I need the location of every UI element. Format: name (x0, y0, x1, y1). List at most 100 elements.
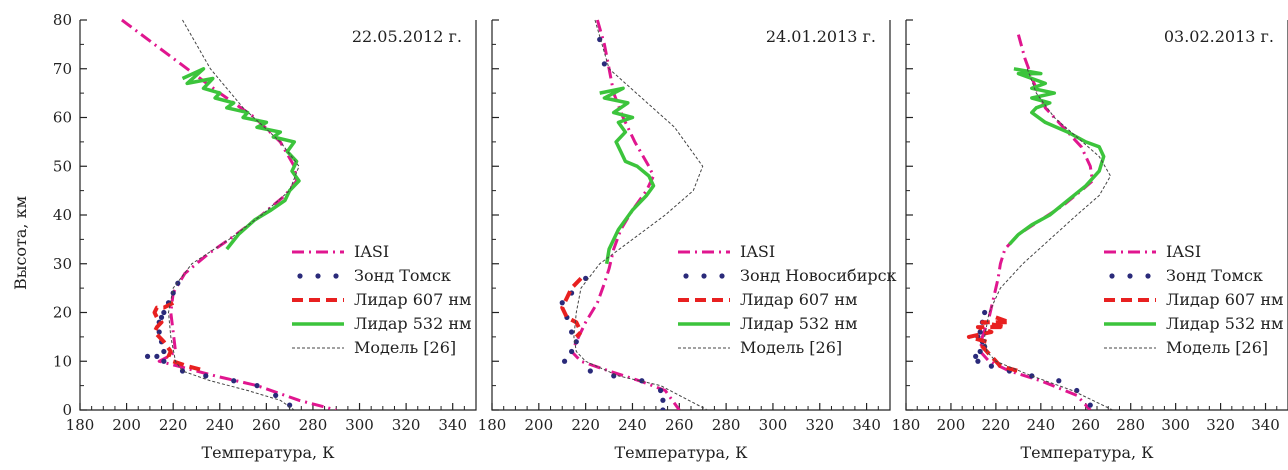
x-tick-label: 180 (892, 416, 921, 434)
legend-label: Лидар 532 нм (354, 314, 471, 333)
legend-label: Лидар 607 нм (1166, 290, 1283, 309)
legend-label: IASI (354, 242, 389, 261)
x-tick-label: 340 (852, 416, 881, 434)
data-point (569, 348, 575, 355)
x-tick-label: 180 (478, 416, 507, 434)
data-point (1029, 373, 1035, 379)
y-tick-label: 50 (53, 157, 72, 175)
legend-label: Зонд Томск (1166, 266, 1263, 285)
y-axis-title: Высота, км (11, 196, 30, 290)
series-line-dashed (560, 277, 583, 339)
legend-swatch (315, 273, 321, 279)
legend-label: Лидар 607 нм (354, 290, 471, 309)
series-line-dotted-thin (168, 19, 300, 410)
data-point (660, 407, 666, 410)
y-tick-label: 40 (53, 206, 72, 224)
legend-label: Зонд Томск (354, 266, 451, 285)
series-line-dashed (966, 315, 1019, 373)
legend-label: Модель [26] (1166, 338, 1268, 357)
data-point (1087, 402, 1093, 408)
data-point (161, 309, 167, 316)
x-tick-label: 200 (525, 416, 554, 434)
legend-label: Модель [26] (354, 338, 456, 357)
x-tick-label: 260 (1071, 416, 1100, 434)
data-point (154, 353, 160, 359)
data-point (254, 383, 260, 389)
chart-panel-1: 180 200 220 240 260 280 300 320 340 0 10 20 30 40 50 60… (53, 11, 477, 462)
panel-date-title: 24.01.2013 г. (766, 27, 876, 46)
data-point (1056, 378, 1062, 384)
x-tick-label: 300 (1161, 416, 1190, 434)
panel-date-title: 22.05.2012 г. (352, 27, 462, 46)
legend: IASI Зонд Новосибирск Лидар 607 нм Лидар 53… (678, 242, 897, 357)
legend-swatch (1109, 273, 1115, 279)
x-tick-label: 200 (112, 416, 141, 434)
legend-swatch (1145, 273, 1151, 279)
series-line-dashed (152, 301, 207, 373)
x-tick-label: 240 (205, 416, 234, 434)
y-tick-label: 20 (53, 304, 72, 322)
legend-label: Лидар 532 нм (740, 314, 857, 333)
legend: IASI Зонд Томск Лидар 607 нм Лидар 532 нм Мо… (292, 242, 471, 357)
x-tick-label: 260 (252, 416, 281, 434)
legend-swatch (719, 273, 725, 279)
chart-panel-2: 180 200 220 240 260 280 300 320 340 Температура, … (478, 19, 897, 462)
legend: IASI Зонд Томск Лидар 607 нм Лидар 532 нм Мо… (1104, 242, 1283, 357)
data-point (587, 368, 593, 374)
data-point (982, 309, 988, 316)
x-axis-title: Температура, К (614, 443, 748, 462)
legend-label: Зонд Новосибирск (740, 266, 897, 285)
legend-label: IASI (1166, 242, 1201, 261)
legend-label: Лидар 607 нм (740, 290, 857, 309)
legend-swatch (683, 273, 689, 279)
legend-swatch (297, 273, 303, 279)
x-tick-label: 300 (345, 416, 374, 434)
data-point (156, 329, 162, 335)
y-tick-label: 30 (53, 255, 72, 273)
x-tick-label: 280 (712, 416, 741, 434)
data-point (170, 290, 176, 296)
x-tick-label: 320 (1206, 416, 1235, 434)
x-tick-label: 220 (571, 416, 600, 434)
y-tick-label: 70 (53, 60, 72, 78)
panel-date-title: 03.02.2013 г. (1164, 27, 1274, 46)
data-point (231, 378, 237, 384)
series-line-dashdot (570, 19, 681, 410)
data-point (273, 392, 279, 398)
data-point (559, 300, 565, 306)
legend-swatch (333, 273, 339, 279)
y-tick-label: 60 (53, 109, 72, 127)
x-tick-label: 280 (1116, 416, 1145, 434)
data-point (973, 353, 979, 359)
y-tick-label: 80 (53, 11, 72, 29)
x-tick-label: 320 (805, 416, 834, 434)
x-tick-label: 220 (982, 416, 1011, 434)
x-tick-label: 240 (1027, 416, 1056, 434)
data-point (569, 329, 575, 335)
legend-swatch (701, 273, 707, 279)
x-tick-label: 280 (299, 416, 328, 434)
x-tick-label: 260 (665, 416, 694, 434)
x-tick-label: 200 (937, 416, 966, 434)
x-axis-title: Температура, К (201, 443, 335, 462)
y-tick-label: 0 (62, 401, 72, 419)
data-point (977, 348, 983, 355)
legend-label: Модель [26] (740, 338, 842, 357)
data-point (158, 314, 165, 320)
data-point (975, 358, 981, 364)
x-tick-label: 320 (392, 416, 421, 434)
data-point (203, 373, 209, 379)
legend-label: Лидар 532 нм (1166, 314, 1283, 333)
data-point (561, 358, 568, 364)
data-point (639, 378, 645, 384)
x-tick-label: 340 (1251, 416, 1280, 434)
legend-label: IASI (740, 242, 775, 261)
x-tick-label: 180 (66, 416, 95, 434)
y-tick-label: 10 (53, 352, 72, 370)
x-tick-label: 220 (159, 416, 188, 434)
x-axis-title: Температура, К (1020, 443, 1154, 462)
series-line-solid (1008, 67, 1106, 246)
series-line-solid (181, 67, 301, 251)
series-line-solid (599, 86, 656, 265)
